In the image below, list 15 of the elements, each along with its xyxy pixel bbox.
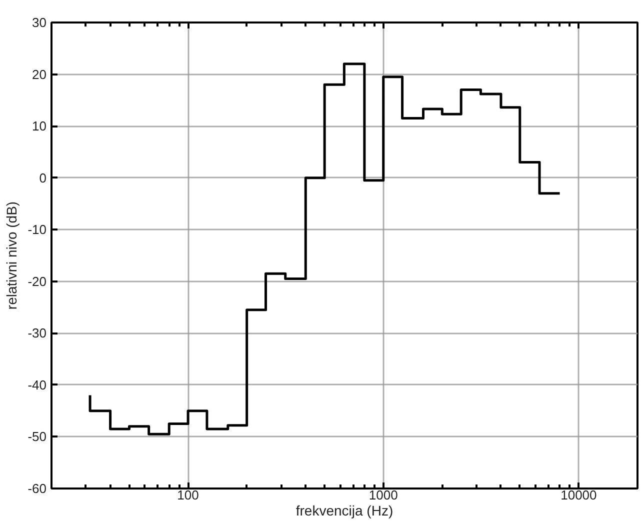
x-tick-label: 1000 [368,488,398,502]
y-tick-label: -60 [28,481,47,496]
y-tick-label: 0 [39,170,47,186]
y-tick-label: -30 [28,326,47,341]
x-axis-title: frekvencija (Hz) [296,502,394,518]
y-tick-label: 20 [32,66,47,82]
y-tick-label: -50 [28,429,47,444]
y-tick-label: -10 [28,222,47,238]
y-axis-title: relativni nivo (dB) [4,201,20,310]
x-tick-label: 10000 [560,488,597,502]
y-tick-label: 30 [32,15,47,30]
y-tick-label: 10 [32,118,47,134]
x-tick-label: 100 [177,488,199,502]
y-tick-label: -40 [28,377,47,392]
y-tick-label: -20 [28,274,47,289]
